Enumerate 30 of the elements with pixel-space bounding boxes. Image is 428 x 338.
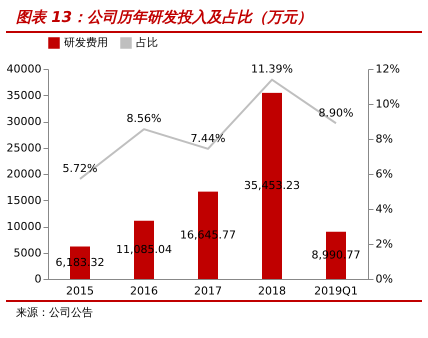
- y-tick-label: 5000: [14, 246, 42, 260]
- y-tick-label: 10000: [6, 220, 42, 233]
- x-tick-label: 2018: [258, 284, 286, 298]
- data-label: 7.44%: [190, 132, 226, 145]
- y2-tick-label: 4%: [376, 202, 393, 216]
- x-tick-label: 2017: [194, 284, 222, 298]
- source-note: 来源：公司公告: [6, 300, 422, 323]
- x-tick-label: 2016: [130, 284, 158, 298]
- y-tick-label: 15000: [6, 194, 42, 207]
- x-tick-label: 2015: [66, 284, 94, 298]
- y-tick-label: 35000: [6, 88, 42, 102]
- legend-label: 研发费用: [64, 36, 108, 49]
- y2-tick-label: 10%: [376, 98, 400, 110]
- y2-tick-label: 6%: [376, 168, 393, 180]
- y-tick-label: 40000: [6, 62, 42, 76]
- y2-tick-label: 0%: [376, 272, 393, 286]
- y2-tick-label: 2%: [376, 238, 393, 250]
- y-tick-label: 25000: [6, 141, 42, 154]
- y-tick-label: 30000: [6, 115, 42, 128]
- x-tick-label: 2019Q1: [314, 284, 358, 298]
- data-label: 5.72%: [62, 162, 98, 175]
- y-tick-label: 0: [34, 272, 42, 286]
- data-label: 8.56%: [126, 112, 162, 126]
- y2-tick-label: 8%: [376, 132, 393, 146]
- legend-label: 占比: [136, 36, 158, 49]
- data-label: 8.90%: [318, 106, 354, 120]
- chart-title: 图表 13：公司历年研发投入及占比（万元）: [6, 0, 422, 33]
- y-tick-label: 20000: [6, 168, 42, 180]
- data-label: 11.39%: [251, 62, 293, 76]
- y2-tick-label: 12%: [376, 62, 400, 76]
